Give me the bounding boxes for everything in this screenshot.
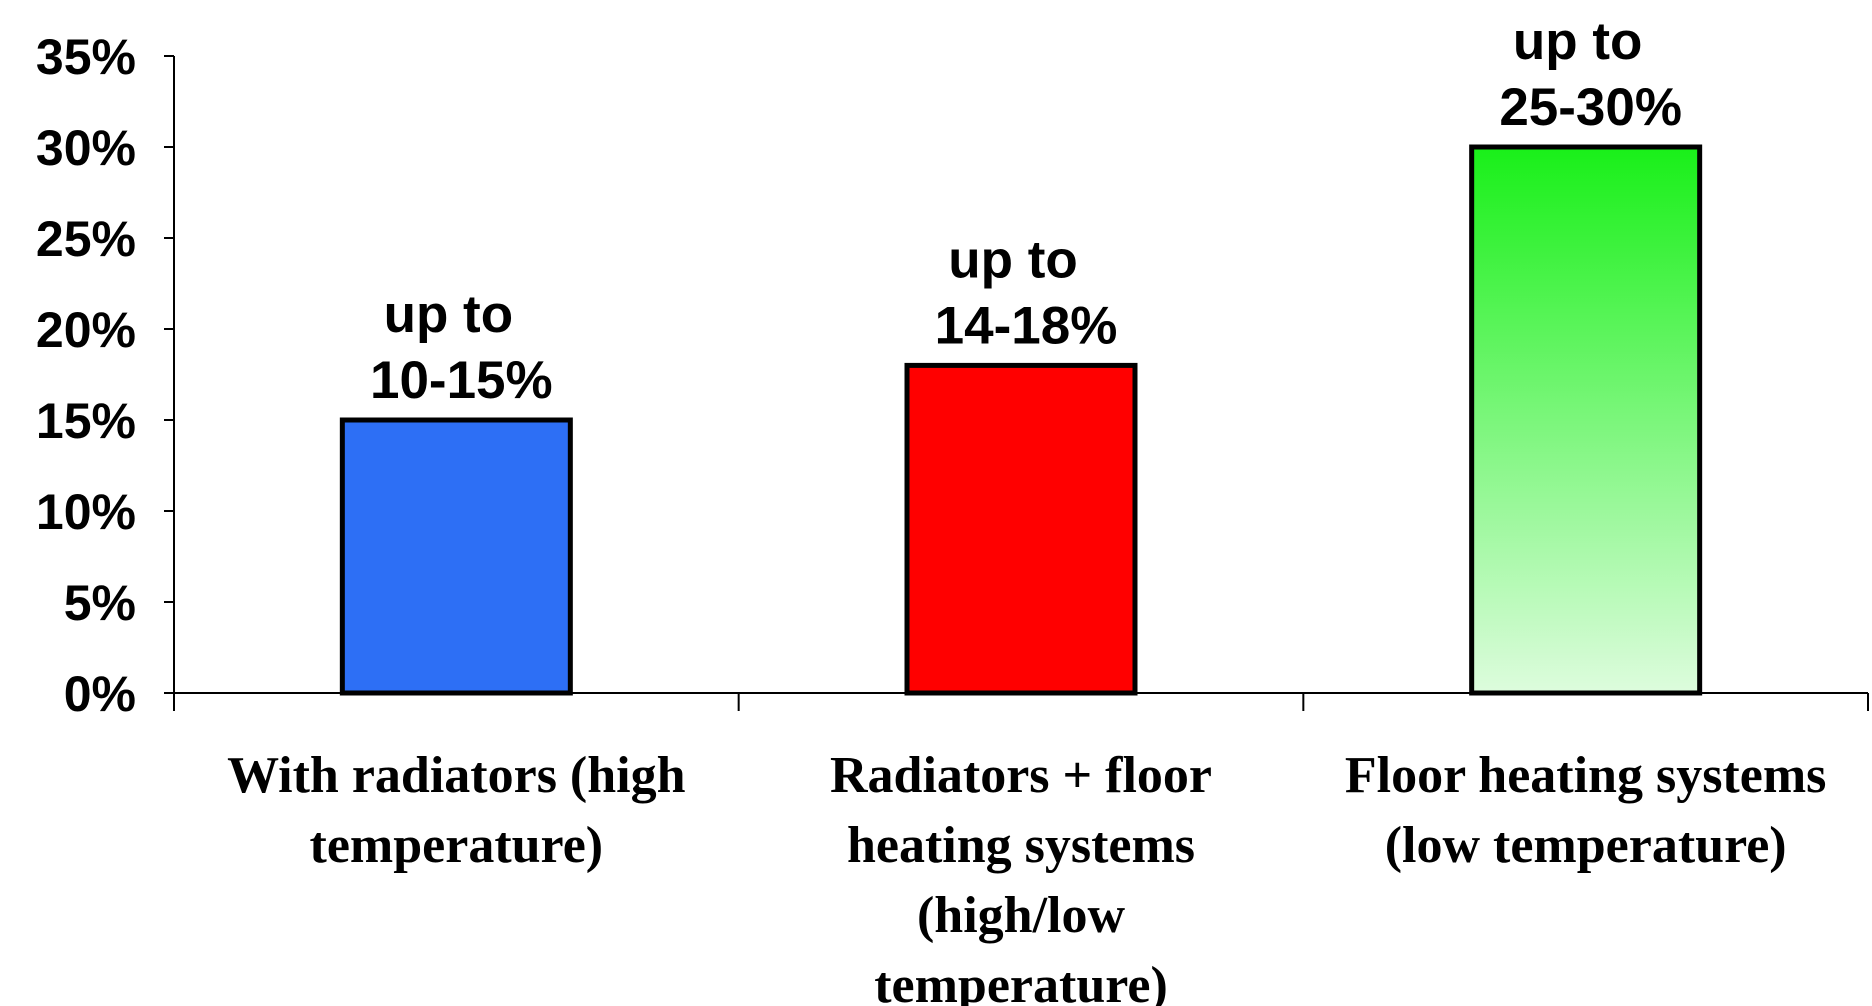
x-tick-label: Radiators + floor [830, 747, 1212, 804]
x-tick-label: With radiators (high [227, 747, 686, 804]
y-tick-label: 20% [36, 302, 136, 358]
x-tick-label: temperature) [310, 817, 604, 874]
y-tick-label: 35% [36, 29, 136, 85]
bar [904, 362, 1138, 696]
data-label: up to [1513, 12, 1643, 71]
chart-labels: up to 10-15% With radiators (high temperatu… [227, 12, 1826, 1006]
bar-series [339, 144, 1703, 696]
bar [1469, 144, 1703, 696]
y-tick-label: 30% [36, 120, 136, 176]
y-tick-label: 10% [36, 484, 136, 540]
x-tick-label: (low temperature) [1385, 817, 1787, 874]
x-tick-label: Floor heating systems [1345, 747, 1826, 804]
data-label: up to [384, 285, 514, 344]
y-tick-label: 15% [36, 393, 136, 449]
data-label: up to [948, 230, 1078, 289]
x-tick-label: heating systems [847, 817, 1195, 874]
data-label: 10-15% [370, 351, 553, 410]
data-label: 14-18% [935, 296, 1118, 355]
y-tick-label: 25% [36, 211, 136, 267]
y-tick-label: 5% [64, 575, 136, 631]
x-tick-label: (high/low [917, 887, 1125, 944]
bar [339, 417, 573, 696]
x-tick-label: temperature) [874, 957, 1168, 1006]
chart-axes: 0% 5% 10% 15% 20% 25% 30% 35% [36, 29, 1869, 722]
data-label: 25-30% [1499, 78, 1682, 137]
y-tick-label: 0% [64, 666, 136, 722]
